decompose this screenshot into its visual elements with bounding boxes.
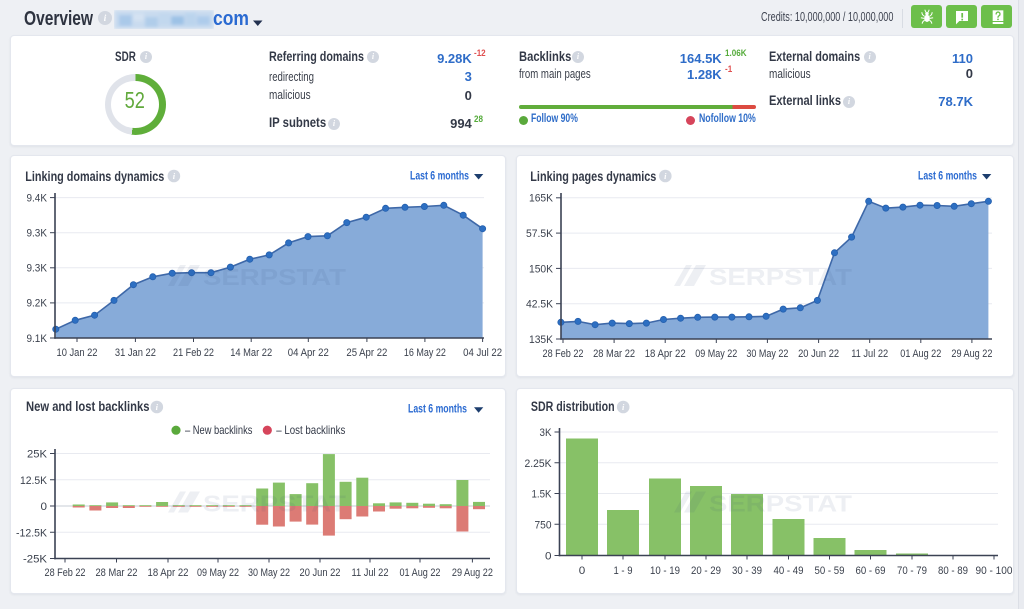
- svg-text:Linking pages dynamics: Linking pages dynamics: [530, 169, 656, 185]
- svg-text:42.5K: 42.5K: [526, 299, 554, 311]
- svg-text:9.3K: 9.3K: [27, 263, 48, 275]
- svg-text:10 Jan 22: 10 Jan 22: [57, 347, 98, 359]
- svg-text:28 Feb 22: 28 Feb 22: [543, 348, 584, 360]
- svg-text:18 Apr 22: 18 Apr 22: [645, 348, 686, 360]
- svg-text:70 - 79: 70 - 79: [897, 565, 927, 577]
- svg-text:Last 6 months: Last 6 months: [410, 168, 469, 182]
- svg-text:29 Aug 22: 29 Aug 22: [951, 348, 992, 360]
- svg-text:9.2K: 9.2K: [27, 298, 48, 310]
- svg-text:57.5K: 57.5K: [526, 228, 554, 240]
- svg-text:28 Mar 22: 28 Mar 22: [593, 348, 635, 360]
- svg-text:9.1K: 9.1K: [27, 333, 48, 345]
- svg-text:01 Aug 22: 01 Aug 22: [900, 348, 941, 360]
- svg-text:40 - 49: 40 - 49: [774, 565, 804, 577]
- svg-text:50 - 59: 50 - 59: [815, 565, 845, 577]
- svg-text:-12.5K: -12.5K: [16, 527, 48, 539]
- svg-text:11 Jul 22: 11 Jul 22: [851, 348, 888, 360]
- svg-text:25 Apr 22: 25 Apr 22: [346, 347, 387, 359]
- svg-text:0: 0: [579, 565, 586, 577]
- svg-text:i: i: [156, 402, 159, 412]
- svg-text:04 Jul 22: 04 Jul 22: [463, 347, 502, 359]
- svg-text:21 Feb 22: 21 Feb 22: [173, 347, 214, 359]
- svg-text:SERPSTAT: SERPSTAT: [709, 264, 852, 290]
- svg-text:-25K: -25K: [23, 554, 48, 566]
- svg-text:2.25K: 2.25K: [525, 458, 553, 470]
- svg-text:Linking domains dynamics: Linking domains dynamics: [25, 169, 164, 185]
- svg-text:9.4K: 9.4K: [27, 193, 48, 205]
- svg-text:16 May 22: 16 May 22: [404, 347, 446, 359]
- svg-text:i: i: [622, 402, 625, 412]
- svg-text:SDR distribution: SDR distribution: [531, 399, 615, 415]
- svg-text:14 Mar 22: 14 Mar 22: [230, 347, 272, 359]
- svg-text:0: 0: [41, 501, 48, 513]
- svg-text:SERPSTAT: SERPSTAT: [203, 491, 346, 517]
- svg-text:– New backlinks: – New backlinks: [185, 423, 252, 437]
- svg-text:80 - 89: 80 - 89: [938, 565, 968, 577]
- svg-text:30 May 22: 30 May 22: [746, 348, 788, 360]
- svg-text:31 Jan 22: 31 Jan 22: [115, 347, 156, 359]
- svg-text:28 Feb 22: 28 Feb 22: [45, 567, 86, 579]
- svg-text:New and lost backlinks: New and lost backlinks: [26, 399, 150, 415]
- svg-text:SERPSTAT: SERPSTAT: [709, 491, 852, 517]
- svg-text:i: i: [664, 171, 667, 181]
- svg-text:18 Apr 22: 18 Apr 22: [148, 567, 189, 579]
- svg-text:04 Apr 22: 04 Apr 22: [288, 347, 329, 359]
- svg-text:90 - 100: 90 - 100: [976, 565, 1013, 577]
- svg-text:– Lost backlinks: – Lost backlinks: [276, 423, 345, 437]
- svg-text:20 Jun 22: 20 Jun 22: [798, 348, 839, 360]
- svg-text:0: 0: [545, 551, 552, 563]
- svg-text:Last 6 months: Last 6 months: [918, 168, 977, 182]
- svg-text:20 Jun 22: 20 Jun 22: [300, 567, 341, 579]
- svg-text:29 Aug 22: 29 Aug 22: [452, 567, 493, 579]
- svg-text:1 - 9: 1 - 9: [614, 565, 633, 577]
- svg-text:60 - 69: 60 - 69: [856, 565, 886, 577]
- svg-text:25K: 25K: [27, 449, 48, 461]
- svg-text:01 Aug 22: 01 Aug 22: [400, 567, 441, 579]
- svg-text:09 May 22: 09 May 22: [197, 567, 239, 579]
- svg-text:9.3K: 9.3K: [27, 228, 48, 240]
- svg-text:30 - 39: 30 - 39: [732, 565, 762, 577]
- svg-text:12.5K: 12.5K: [20, 475, 48, 487]
- svg-text:20 - 29: 20 - 29: [691, 565, 721, 577]
- svg-text:11 Jul 22: 11 Jul 22: [352, 567, 389, 579]
- svg-text:1.5K: 1.5K: [532, 489, 553, 501]
- svg-text:3K: 3K: [540, 427, 553, 439]
- svg-text:Last 6 months: Last 6 months: [408, 402, 467, 416]
- svg-text:SERPSTAT: SERPSTAT: [203, 264, 346, 290]
- svg-text:150K: 150K: [529, 263, 554, 275]
- svg-text:10 - 19: 10 - 19: [650, 565, 680, 577]
- svg-text:135K: 135K: [529, 334, 554, 346]
- svg-text:i: i: [173, 171, 176, 181]
- svg-text:165K: 165K: [529, 193, 554, 205]
- svg-text:750: 750: [535, 519, 552, 531]
- svg-text:28 Mar 22: 28 Mar 22: [96, 567, 138, 579]
- svg-text:09 May 22: 09 May 22: [695, 348, 737, 360]
- svg-text:30 May 22: 30 May 22: [248, 567, 290, 579]
